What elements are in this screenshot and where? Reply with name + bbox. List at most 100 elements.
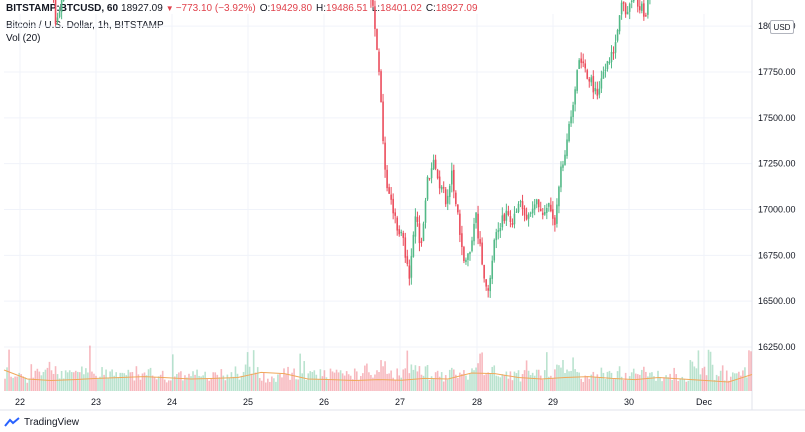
- volume-bar: [590, 374, 593, 391]
- candle-body: [56, 17, 59, 23]
- volume-bar: [588, 378, 591, 391]
- volume-bar: [675, 374, 677, 391]
- volume-bar: [578, 372, 580, 391]
- candle-body: [382, 101, 384, 141]
- volume-bar: [721, 365, 724, 391]
- volume-bar: [576, 371, 578, 391]
- volume-bar: [746, 377, 748, 391]
- currency-button[interactable]: USD: [770, 20, 794, 34]
- volume-bar: [701, 368, 704, 391]
- volume-bar: [226, 374, 229, 391]
- volume-bar: [562, 360, 564, 391]
- volume-bar: [503, 374, 506, 391]
- candle-body: [418, 223, 421, 244]
- volume-bar: [149, 367, 152, 391]
- volume-bar: [129, 372, 132, 391]
- volume-bar: [30, 364, 33, 391]
- candle-body: [378, 51, 380, 72]
- candle-body: [517, 203, 520, 212]
- candle-body: [485, 279, 487, 287]
- volume-bar: [457, 377, 459, 391]
- candle-body: [604, 69, 607, 72]
- volume-bar: [657, 370, 659, 391]
- volume-bar: [370, 375, 372, 391]
- y-tick-label: 17250.00: [758, 159, 796, 169]
- volume-bar: [228, 378, 231, 391]
- volume-bar: [610, 372, 613, 391]
- candle-body: [398, 229, 401, 235]
- candle-body: [473, 223, 475, 242]
- volume-bar: [115, 372, 117, 391]
- volume-bar: [38, 371, 41, 391]
- candle-body: [588, 78, 591, 82]
- volume-bar: [539, 375, 542, 391]
- volume-bar: [258, 377, 261, 391]
- volume-bar: [461, 373, 463, 391]
- volume-bar: [323, 370, 326, 391]
- volume-bar: [125, 375, 128, 391]
- volume-bar: [667, 377, 669, 391]
- volume-bar: [66, 372, 69, 391]
- volume-bar: [190, 376, 192, 391]
- volume-bar: [143, 372, 146, 391]
- candle-body: [598, 88, 601, 95]
- volume-bar: [394, 380, 396, 391]
- candle-body: [388, 187, 390, 194]
- high-label: H:: [316, 2, 327, 14]
- candle-body: [554, 217, 556, 225]
- volume-bar: [252, 350, 255, 391]
- volume-bar: [736, 373, 738, 391]
- volume-bar: [554, 369, 556, 391]
- volume-bar: [366, 363, 368, 391]
- volume-bar: [671, 379, 673, 391]
- brand-label[interactable]: TradingView: [24, 416, 80, 428]
- volume-bar: [105, 369, 107, 391]
- volume-bar: [283, 368, 285, 391]
- x-tick-label: 23: [91, 397, 101, 407]
- volume-bar: [679, 378, 682, 391]
- price-change: −773.10 (−3.92%): [175, 2, 256, 14]
- volume-bar: [582, 381, 584, 391]
- volume-bar: [566, 369, 568, 391]
- volume-bar: [430, 376, 433, 391]
- volume-bar: [392, 377, 394, 391]
- volume-bar: [513, 371, 516, 391]
- volume-bar: [202, 375, 204, 391]
- candle-body: [546, 208, 548, 213]
- volume-bar: [519, 381, 522, 391]
- volume-bar: [24, 377, 27, 391]
- x-tick-label: 30: [624, 397, 634, 407]
- candle-body: [501, 215, 504, 228]
- volume-bar: [408, 373, 411, 391]
- volume-bar: [85, 368, 87, 391]
- volume-bar: [194, 374, 196, 391]
- volume-bar: [723, 380, 726, 391]
- volume-bar: [442, 381, 445, 391]
- volume-bar: [353, 368, 356, 391]
- volume-bar: [303, 361, 306, 391]
- volume-bar: [307, 373, 310, 391]
- volume-bar: [10, 376, 12, 391]
- volume-bar: [117, 377, 120, 391]
- volume-bar: [537, 369, 540, 391]
- volume-bar: [497, 376, 500, 391]
- volume-bar: [355, 371, 358, 391]
- candle-body: [376, 28, 378, 50]
- candle-body: [58, 11, 61, 17]
- candle-body: [523, 208, 526, 216]
- volume-bar: [218, 377, 221, 391]
- candle-body: [384, 142, 386, 170]
- volume-bar: [683, 378, 686, 391]
- volume-bar: [60, 370, 63, 391]
- candle-body: [497, 230, 500, 233]
- volume-bar: [305, 380, 308, 391]
- volume-indicator-label[interactable]: Vol (20): [6, 33, 41, 44]
- volume-bar: [738, 371, 740, 391]
- volume-bar: [131, 371, 134, 391]
- volume-bar: [127, 369, 130, 391]
- candle-body: [566, 139, 568, 157]
- candle-body: [487, 288, 489, 291]
- volume-bar: [56, 374, 59, 391]
- volume-bar: [564, 372, 566, 391]
